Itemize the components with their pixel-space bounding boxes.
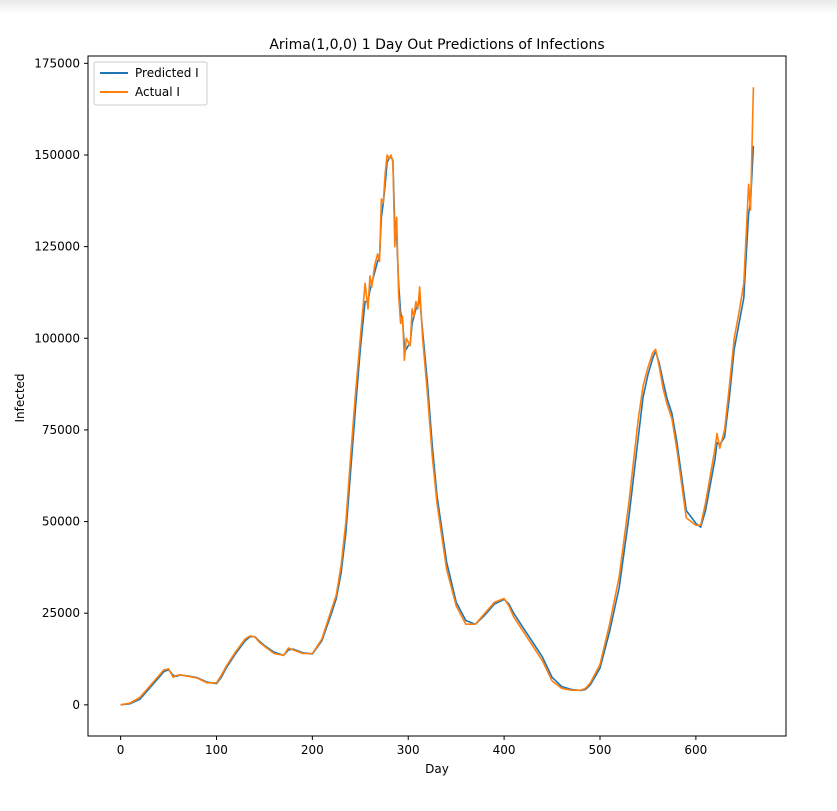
y-tick-label: 175000: [34, 56, 80, 70]
series-line-actual: [120, 87, 755, 706]
legend-label-actual: Actual I: [135, 85, 180, 99]
plot-frame: [87, 55, 787, 737]
y-axis-label: Infected: [13, 373, 27, 422]
series-line-predicted: [120, 145, 755, 706]
x-axis-ticks: 0 100 200 300 400 500 600: [117, 736, 707, 757]
x-tick-label: 0: [117, 743, 125, 757]
x-tick-label: 100: [205, 743, 228, 757]
y-tick-label: 75000: [42, 423, 80, 437]
window-top-strip: [0, 0, 837, 14]
y-tick-label: 125000: [34, 240, 80, 254]
x-tick-label: 500: [589, 743, 612, 757]
y-tick-label: 0: [72, 698, 80, 712]
y-tick-label: 25000: [42, 606, 80, 620]
x-tick-label: 600: [684, 743, 707, 757]
x-tick-label: 200: [301, 743, 324, 757]
x-tick-label: 400: [493, 743, 516, 757]
y-tick-label: 150000: [34, 148, 80, 162]
legend: Predicted I Actual I: [93, 61, 208, 106]
legend-label-predicted: Predicted I: [135, 66, 199, 80]
chart-title: Arima(1,0,0) 1 Day Out Predictions of In…: [269, 37, 604, 53]
y-tick-label: 100000: [34, 331, 80, 345]
x-axis-label: Day: [425, 762, 449, 776]
x-tick-label: 300: [397, 743, 420, 757]
y-axis-ticks: 0 25000 50000 75000 100000 125000 150000 175000: [34, 56, 88, 712]
y-tick-label: 50000: [42, 515, 80, 529]
